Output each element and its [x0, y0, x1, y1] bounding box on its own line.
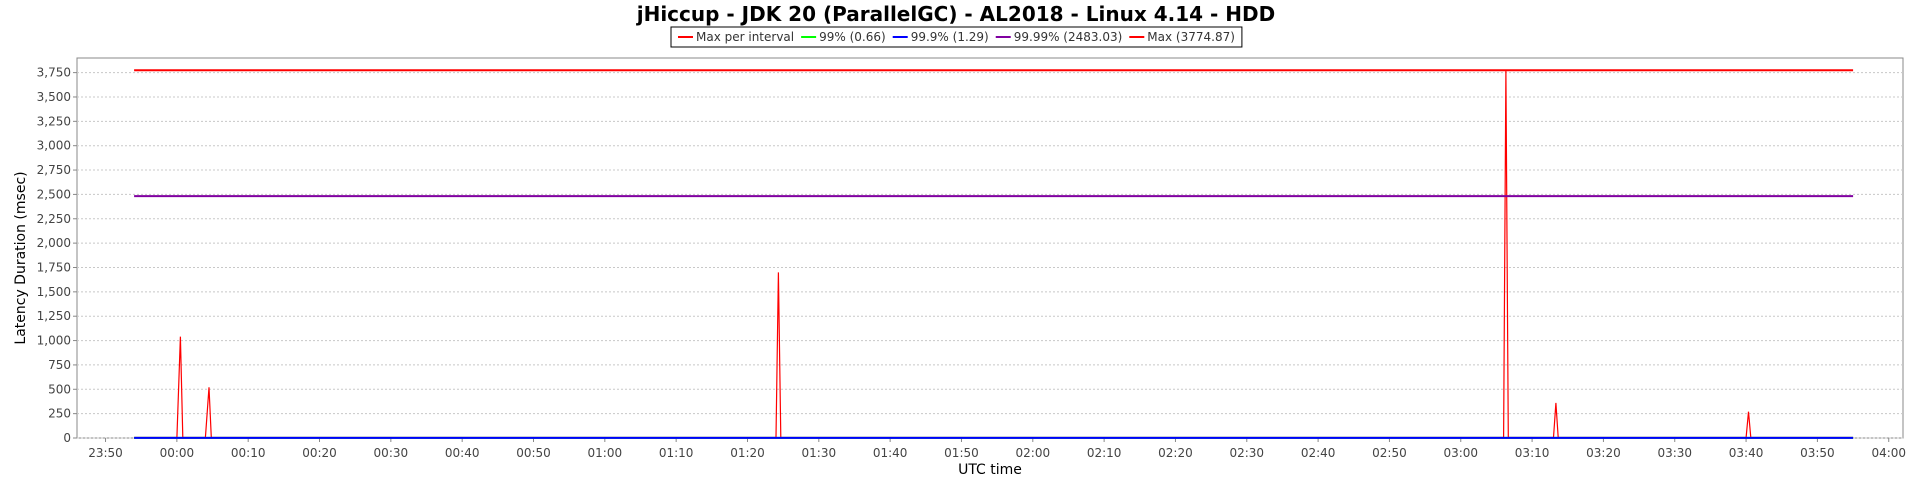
y-tick-label: 3,250 — [37, 114, 71, 128]
legend-box — [670, 26, 1243, 48]
x-tick-label: 02:00 — [1016, 446, 1051, 460]
y-tick-label: 1,500 — [37, 285, 71, 299]
y-tick-label: 750 — [48, 358, 71, 372]
y-tick-label: 1,000 — [37, 334, 71, 348]
chart-title: jHiccup - JDK 20 (ParallelGC) - AL2018 -… — [636, 2, 1276, 26]
y-tick-label: 3,750 — [37, 66, 71, 80]
x-tick-label: 01:20 — [730, 446, 765, 460]
legend-entry: 99% (0.66) — [819, 30, 886, 44]
y-tick-label: 2,750 — [37, 163, 71, 177]
x-tick-label: 03:30 — [1657, 446, 1692, 460]
y-axis-ticks: 0 250 500 750 1,000 1,250 1,500 1,750 2,000 2,250… — [37, 66, 77, 445]
x-tick-label: 00:30 — [374, 446, 409, 460]
x-tick-label: 01:00 — [588, 446, 623, 460]
grid — [77, 72, 1903, 439]
x-tick-label: 23:50 — [88, 446, 123, 460]
y-axis-label: Latency Duration (msec) — [13, 171, 29, 344]
x-tick-label: 02:40 — [1301, 446, 1336, 460]
x-tick-label: 03:20 — [1586, 446, 1621, 460]
legend-entry: 99.99% (2483.03) — [1014, 30, 1123, 44]
series-layer — [134, 69, 1854, 439]
x-tick-label: 02:10 — [1087, 446, 1122, 460]
y-tick-label: 1,750 — [37, 260, 71, 274]
x-tick-label: 02:30 — [1229, 446, 1264, 460]
x-tick-label: 00:40 — [445, 446, 480, 460]
x-axis-ticks: 23:50 00:00 00:10 00:20 00:30 00:40 00:50 01:00… — [88, 438, 1906, 460]
x-tick-label: 03:50 — [1800, 446, 1835, 460]
plot-area — [76, 57, 1904, 439]
x-tick-label: 01:40 — [873, 446, 908, 460]
y-tick-label: 2,500 — [37, 187, 71, 201]
x-axis-label: UTC time — [958, 462, 1022, 478]
y-tick-label: 3,500 — [37, 90, 71, 104]
y-tick-label: 2,250 — [37, 212, 71, 226]
x-tick-label: 00:50 — [516, 446, 551, 460]
y-tick-label: 1,250 — [37, 309, 71, 323]
x-tick-label: 04:00 — [1871, 446, 1906, 460]
x-tick-label: 00:00 — [160, 446, 195, 460]
y-tick-label: 0 — [63, 431, 71, 445]
legend: Max per interval 99% (0.66) 99.9% (1.29) 99… — [670, 26, 1243, 48]
legend-entry: 99.9% (1.29) — [911, 30, 989, 44]
x-tick-label: 03:40 — [1729, 446, 1764, 460]
y-tick-label: 500 — [48, 382, 71, 396]
x-tick-label: 01:50 — [944, 446, 979, 460]
legend-entry: Max per interval — [696, 30, 794, 44]
y-tick-label: 250 — [48, 407, 71, 421]
legend-entry: Max (3774.87) — [1147, 30, 1235, 44]
x-tick-label: 00:20 — [302, 446, 337, 460]
x-tick-label: 02:20 — [1158, 446, 1193, 460]
y-tick-label: 2,000 — [37, 236, 71, 250]
x-tick-label: 00:10 — [231, 446, 266, 460]
x-tick-label: 01:10 — [659, 446, 694, 460]
x-tick-label: 02:50 — [1372, 446, 1407, 460]
y-tick-label: 3,000 — [37, 139, 71, 153]
x-tick-label: 03:10 — [1515, 446, 1550, 460]
x-tick-label: 01:30 — [802, 446, 837, 460]
x-tick-label: 03:00 — [1443, 446, 1478, 460]
